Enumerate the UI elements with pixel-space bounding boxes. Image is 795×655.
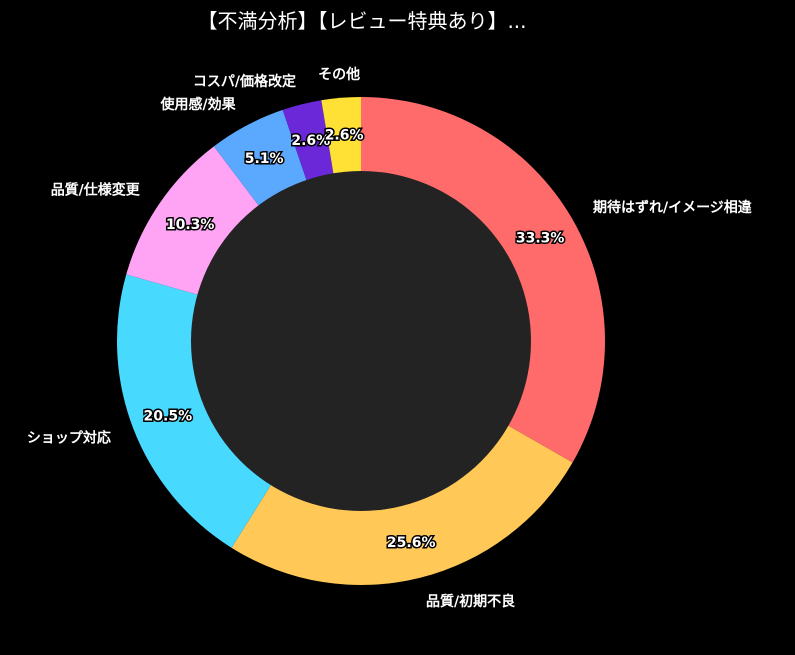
slice-3-category-label: 品質/仕様変更 <box>51 182 141 199</box>
slice-0-category-label: 期待はずれ/イメージ相違 <box>593 199 752 216</box>
labels-group: 33.3% 期待はずれ/イメージ相違 25.6% 品質/初期不良 20.5% ショップ対応… <box>27 66 752 610</box>
slice-2-category-label: ショップ対応 <box>27 429 111 446</box>
donut-center <box>191 171 531 511</box>
slice-5-category-label: コスパ/価格改定 <box>193 73 296 90</box>
slice-6-category-label: その他 <box>318 66 360 83</box>
slice-0-percent-label: 33.3% <box>516 230 565 246</box>
chart-title: 【不満分析】【レビュー特典あり】... <box>197 9 526 33</box>
slice-3-percent-label: 10.3% <box>166 217 215 233</box>
slice-6-percent-label: 2.6% <box>325 128 364 144</box>
slice-4-category-label: 使用感/効果 <box>159 96 236 113</box>
slice-5-percent-label: 2.6% <box>291 133 330 149</box>
slice-4-percent-label: 5.1% <box>245 151 284 167</box>
slice-2-percent-label: 20.5% <box>144 408 193 424</box>
slice-1-category-label: 品質/初期不良 <box>426 593 515 610</box>
slice-1-percent-label: 25.6% <box>387 535 436 551</box>
